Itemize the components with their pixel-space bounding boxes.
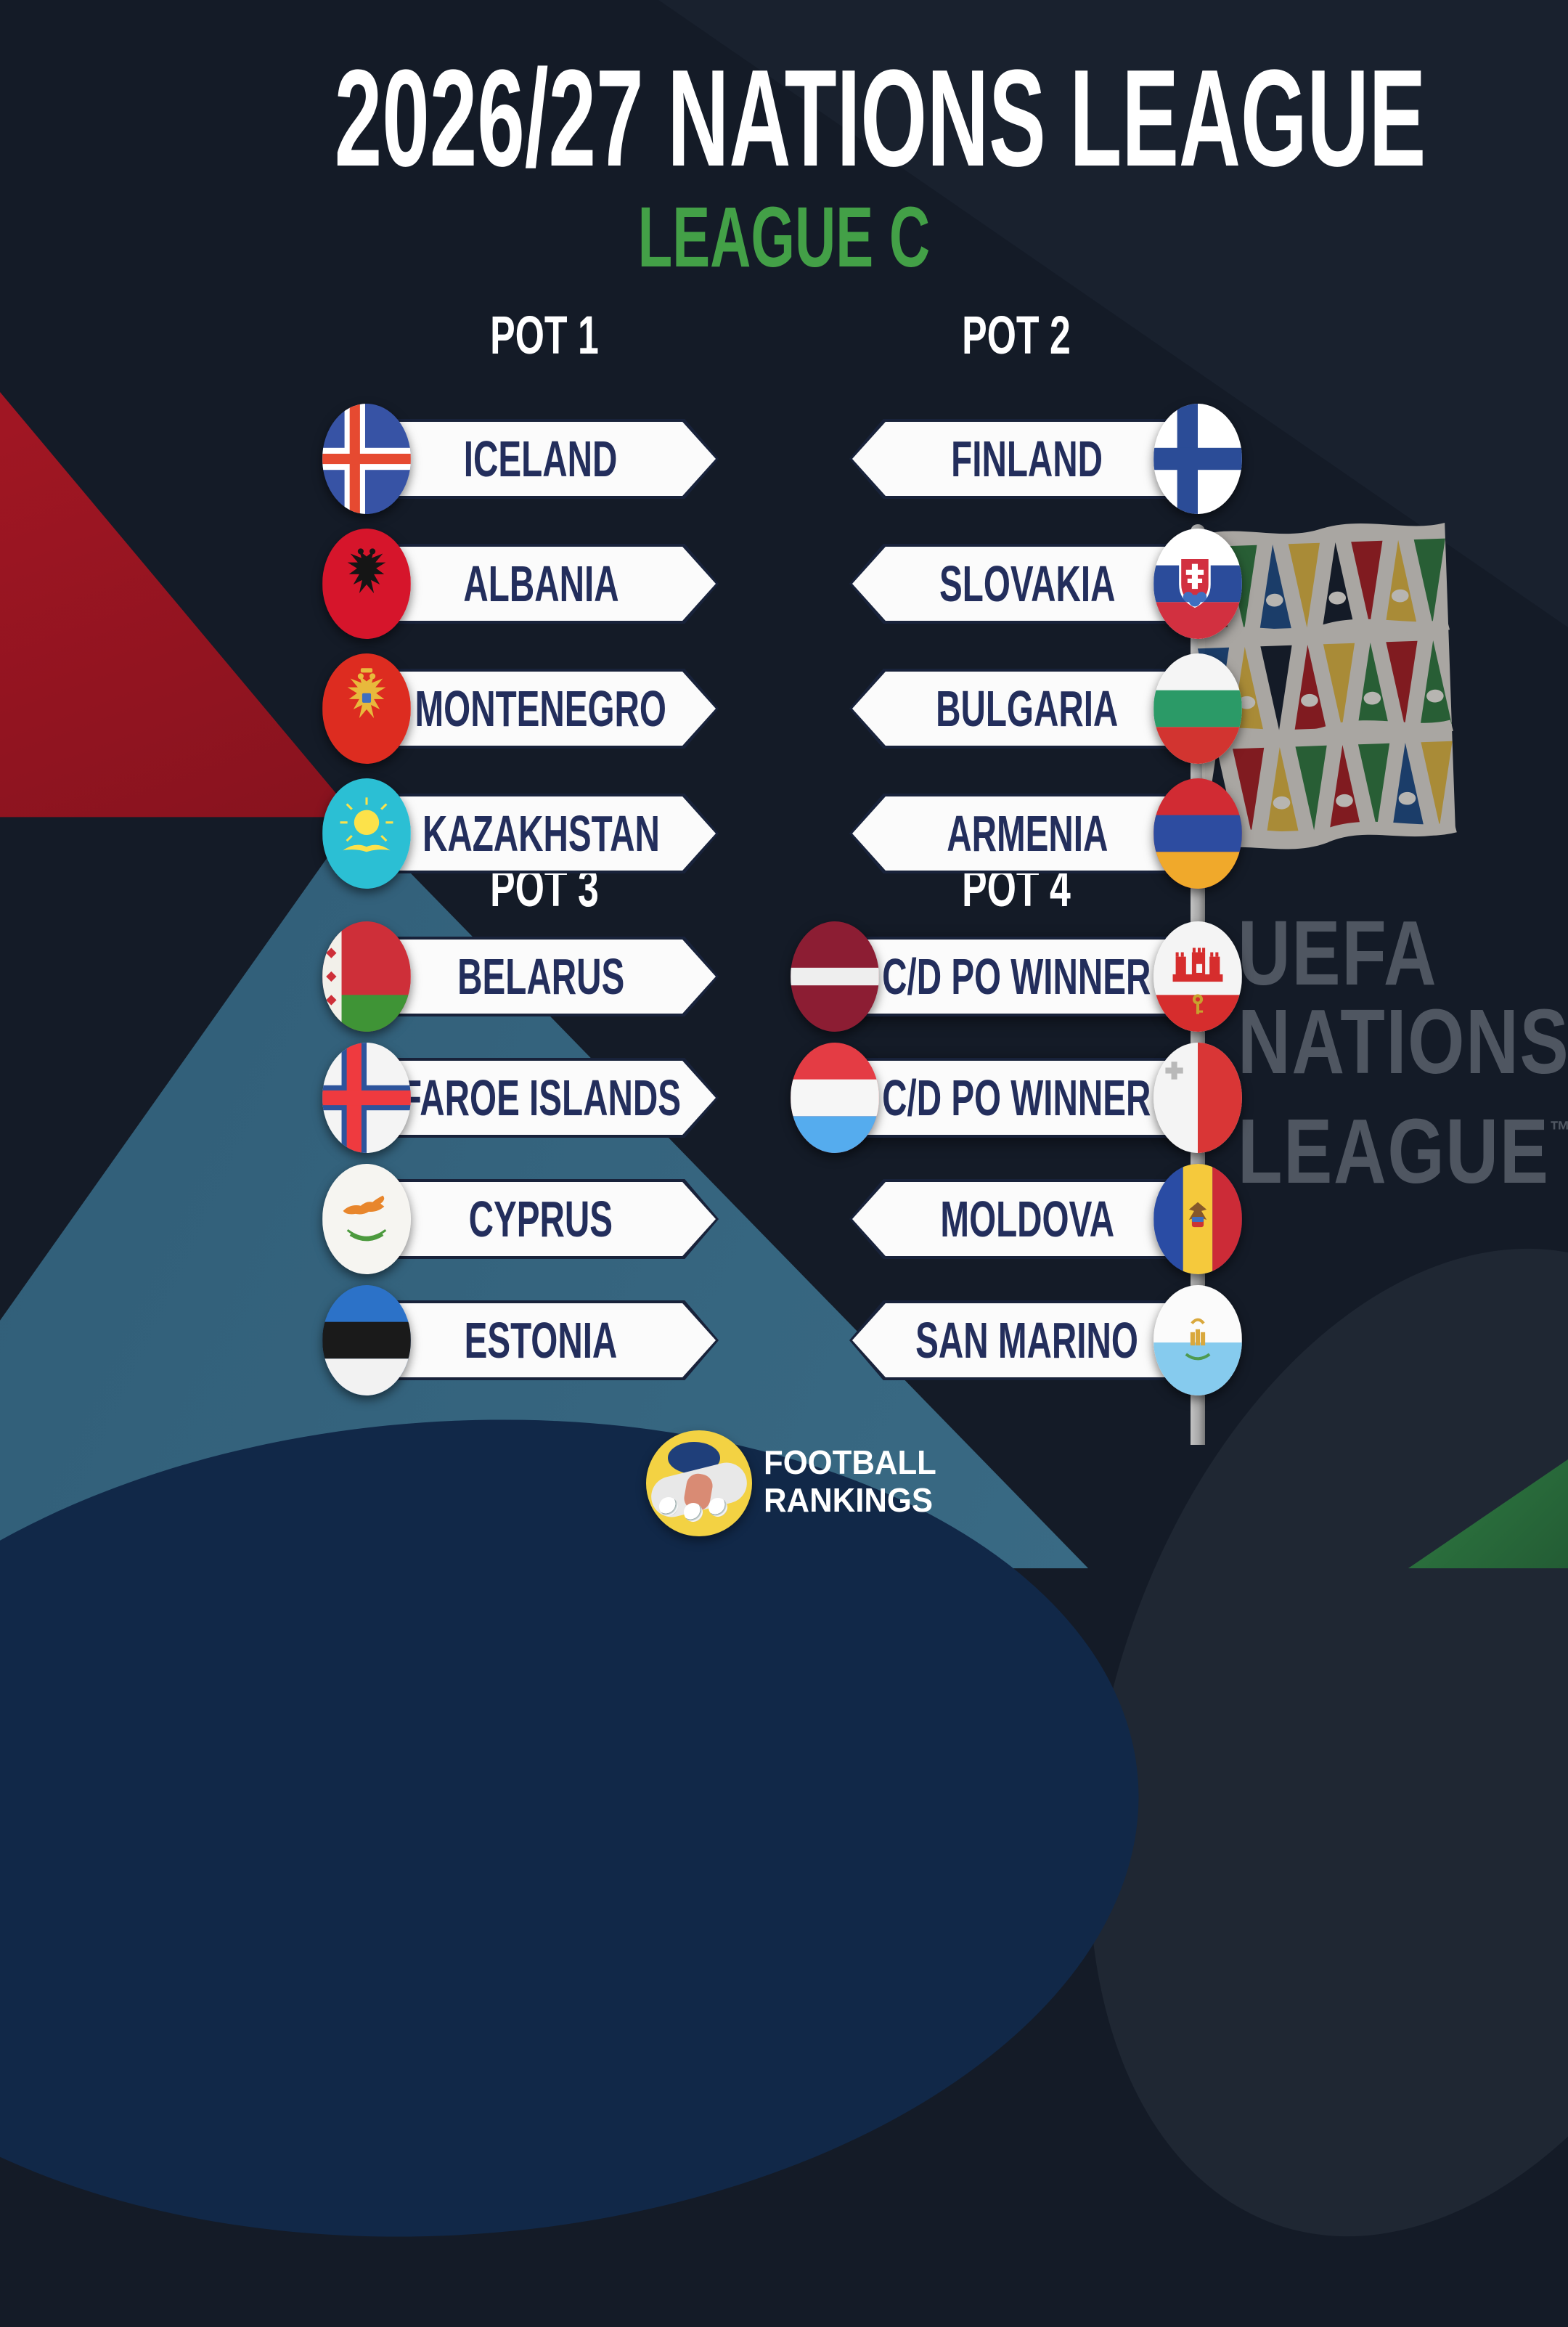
faroe-islands-flag-icon: [322, 1043, 411, 1153]
team-name-label: MOLDOVA: [940, 1191, 1114, 1247]
slovakia-flag-icon: [1153, 529, 1242, 639]
team-name-label: ICELAND: [464, 431, 618, 487]
kazakhstan-flag-icon: [322, 778, 411, 889]
team-banner: [849, 544, 1172, 624]
footer-line: RANKINGS: [764, 1481, 934, 1519]
team-name-label: BULGARIA: [936, 680, 1119, 737]
team-banner: [849, 419, 1172, 499]
league-subtitle: LEAGUE C: [637, 189, 931, 285]
team-banner: [396, 1179, 719, 1259]
malta-flag-icon: [1153, 1043, 1242, 1153]
uefa-watermark: UEFA NATIONS LEAGUE™: [1238, 902, 1568, 1197]
belarus-flag-icon: [322, 921, 411, 1032]
san-marino-flag-icon: [1153, 1285, 1242, 1395]
team-banner: [396, 669, 719, 749]
finland-flag-icon: [1153, 404, 1242, 514]
watermark-line: UEFA: [1238, 902, 1438, 1004]
team-name-label: C/D PO WINNER: [881, 1069, 1151, 1126]
team-name-label: ESTONIA: [464, 1312, 618, 1369]
bulgaria-flag-icon: [1153, 653, 1242, 764]
background-navy-dome: [0, 1374, 1167, 2282]
team-banner: [396, 794, 719, 873]
team-name-label: ARMENIA: [946, 805, 1108, 862]
montenegro-flag-icon: [322, 653, 411, 764]
team-banner: [396, 419, 719, 499]
team-banner: [849, 794, 1172, 873]
team-name-label: CYPRUS: [468, 1191, 613, 1247]
trademark-symbol: ™: [1550, 1115, 1568, 1145]
team-banner: [846, 1058, 1187, 1138]
team-name-label: C/D PO WINNER: [881, 948, 1151, 1005]
team-name-label: ALBANIA: [462, 555, 619, 612]
football-rankings-logo: [646, 1430, 752, 1536]
team-banner: [396, 1058, 719, 1138]
team-name-label: SLOVAKIA: [939, 555, 1116, 612]
watermark-line: NATIONS: [1238, 990, 1568, 1093]
team-name-label: FAROE ISLANDS: [400, 1069, 682, 1126]
team-name-label: KAZAKHSTAN: [422, 805, 660, 862]
team-banner: [396, 544, 719, 624]
luxembourg-flag-icon: [791, 1043, 879, 1153]
team-banner: [846, 937, 1187, 1016]
team-banner: [396, 937, 719, 1016]
team-name-label: SAN MARINO: [915, 1312, 1139, 1369]
estonia-flag-icon: [322, 1285, 411, 1395]
footer-brand-text: FOOTBALL RANKINGS: [764, 1443, 945, 1519]
pot-2-label: POT 2: [962, 305, 1071, 365]
watermark-line: LEAGUE: [1238, 1100, 1550, 1202]
cyprus-flag-icon: [322, 1164, 411, 1274]
pot-1-label: POT 1: [490, 305, 599, 365]
team-name-label: BELARUS: [457, 948, 625, 1005]
gibraltar-flag-icon: [1153, 921, 1242, 1032]
footer-line: FOOTBALL: [764, 1443, 936, 1481]
iceland-flag-icon: [322, 404, 411, 514]
team-banner: [849, 669, 1172, 749]
moldova-flag-icon: [1153, 1164, 1242, 1274]
team-banner: [849, 1300, 1172, 1380]
nations-league-draw-poster: { "title": "2026/27 NATIONS LEAGUE", "su…: [0, 0, 1568, 1568]
background-green-corner: [1408, 1459, 1568, 1568]
page-title: 2026/27 NATIONS LEAGUE: [334, 41, 1426, 195]
latvia-flag-icon: [791, 921, 879, 1032]
albania-flag-icon: [322, 529, 411, 639]
armenia-flag-icon: [1153, 778, 1242, 889]
team-name-label: FINLAND: [951, 431, 1103, 487]
team-banner: [396, 1300, 719, 1380]
team-name-label: MONTENEGRO: [415, 680, 667, 737]
team-banner: [849, 1179, 1172, 1259]
